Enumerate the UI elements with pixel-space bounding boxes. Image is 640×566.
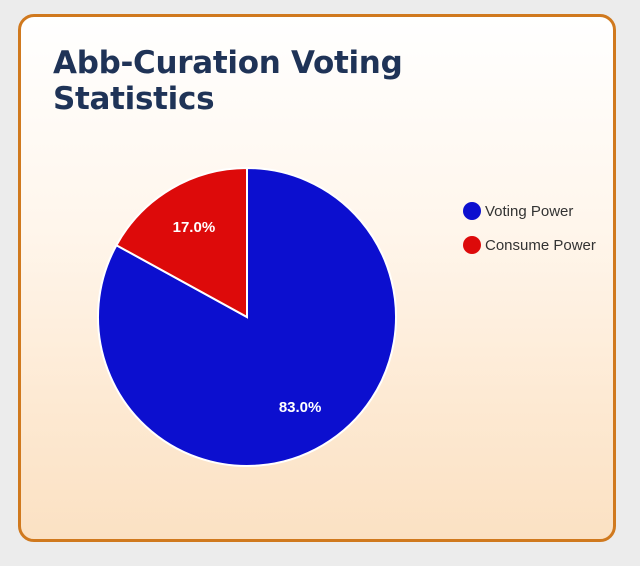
pie-slice-consume-power[interactable] [115, 166, 248, 319]
slice-percent-label: 83.0% [279, 399, 322, 416]
slice-percent-label: 17.0% [173, 219, 216, 236]
legend-label[interactable]: Consume Power [485, 237, 596, 254]
chart-legend: Voting Power Consume Power [463, 202, 596, 254]
legend-marker[interactable] [463, 202, 481, 220]
pie-slice-labels: 83.0% 17.0% [173, 219, 322, 416]
legend-label[interactable]: Voting Power [485, 203, 573, 220]
legend-marker[interactable] [463, 236, 481, 254]
pie-slices [97, 166, 397, 467]
chart-title: Abb-Curation Voting Statistics [53, 45, 403, 117]
